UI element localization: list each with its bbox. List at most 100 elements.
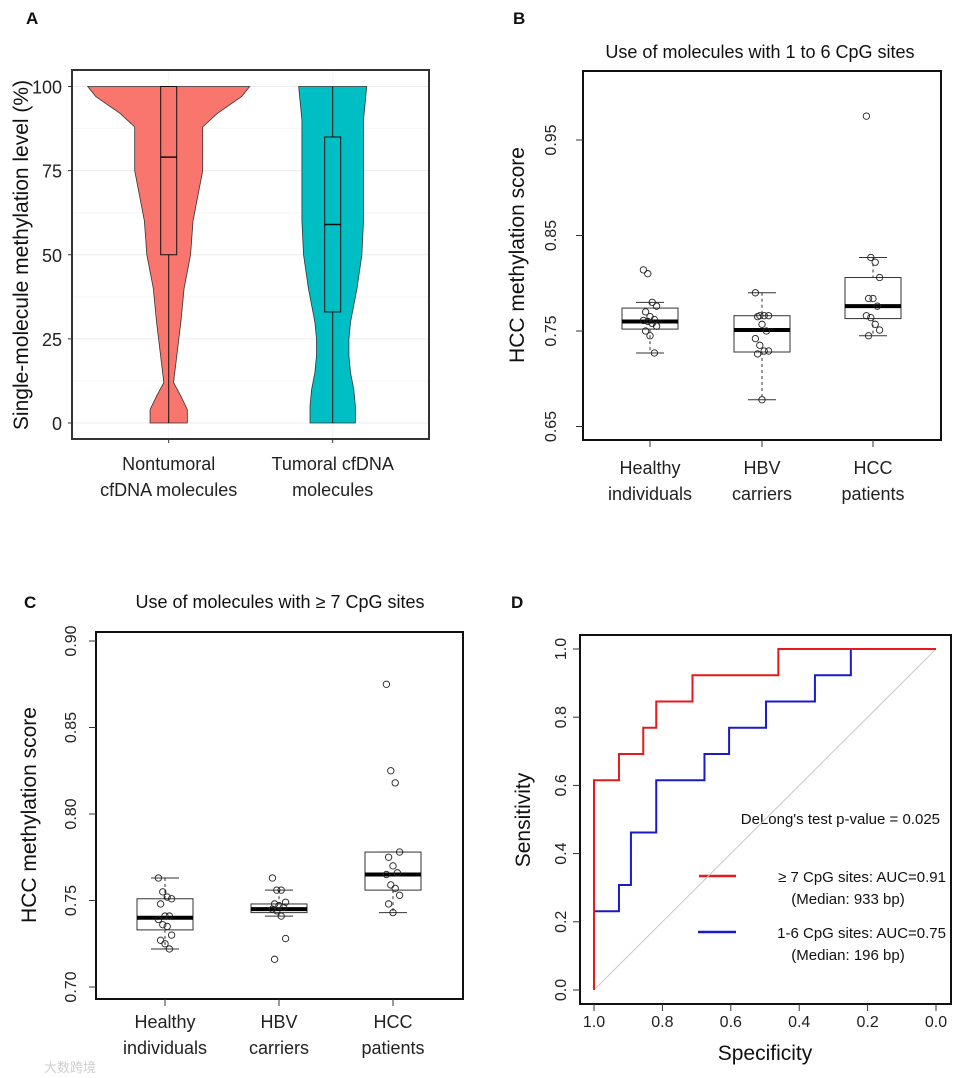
box <box>136 898 194 931</box>
data-point <box>167 895 176 903</box>
data-point <box>387 767 395 775</box>
y-tick-label: 0.0 <box>553 979 570 1001</box>
y-tick-label: 75 <box>42 162 62 182</box>
data-point <box>864 294 873 303</box>
data-point <box>165 945 174 953</box>
plot-frame <box>95 631 464 1000</box>
data-point <box>387 881 395 889</box>
data-point <box>652 302 661 310</box>
legend-label-7cpg: ≥ 7 CpG sites: AUC=0.91 <box>778 869 946 886</box>
plot-frame <box>71 69 430 440</box>
y-tick-label: 0.75 <box>63 885 80 916</box>
data-point <box>270 955 279 963</box>
data-point <box>871 320 879 328</box>
x-tick-label: 0.0 <box>925 1014 947 1031</box>
data-point <box>873 302 882 310</box>
y-tick-label: 1.0 <box>553 638 570 660</box>
y-tick-label: 0.95 <box>543 124 560 155</box>
delong-annotation: DeLong's test p-value = 0.025 <box>741 811 940 828</box>
y-tick-label: 0.85 <box>63 712 80 743</box>
data-point <box>644 270 652 278</box>
data-point <box>391 884 399 893</box>
x-tick-label: HCC <box>854 458 893 478</box>
panel-b-ylabel: HCC methylation score <box>506 147 529 363</box>
x-tick-label: HBV <box>743 458 780 478</box>
roc-curve-7cpg <box>593 648 936 990</box>
data-point <box>279 903 288 912</box>
data-point <box>393 869 402 877</box>
data-point <box>161 940 169 948</box>
data-point <box>875 273 884 282</box>
panel-a-ylabel: Single-molecule methylation level (%) <box>10 80 33 430</box>
data-point <box>641 327 650 335</box>
x-tick-label: Tumoral cfDNA <box>272 454 394 474</box>
y-tick-label: 0.6 <box>553 774 570 796</box>
watermark: 大数跨境 <box>44 1060 96 1075</box>
data-point <box>389 862 397 870</box>
panel-label-a: A <box>26 9 38 28</box>
data-point <box>281 934 290 943</box>
y-tick-label: 0 <box>52 414 62 434</box>
data-point <box>384 853 393 861</box>
data-point <box>871 258 879 266</box>
data-point <box>156 936 165 944</box>
box <box>733 315 791 353</box>
x-tick-label: Nontumoral <box>122 454 215 474</box>
data-point <box>758 396 766 404</box>
y-tick-label: 0.8 <box>553 706 570 728</box>
data-point <box>862 312 871 320</box>
data-point <box>391 779 399 787</box>
data-point <box>163 922 171 931</box>
data-point <box>159 888 167 896</box>
x-tick-label: molecules <box>292 480 373 500</box>
y-tick-label: 100 <box>32 78 62 98</box>
x-tick-label: HBV <box>260 1012 297 1032</box>
x-tick-label: 0.4 <box>788 1014 810 1031</box>
box <box>160 86 178 256</box>
panel-c-ylabel: HCC methylation score <box>18 707 41 923</box>
data-point <box>639 316 648 325</box>
data-point <box>165 912 174 920</box>
data-point <box>277 912 285 920</box>
data-point <box>648 298 656 306</box>
panel-d-xlabel: Specificity <box>718 1042 813 1065</box>
panel-label-c: C <box>24 593 36 612</box>
data-point <box>864 332 873 340</box>
y-tick-label: 25 <box>42 330 62 350</box>
data-point <box>875 326 884 334</box>
y-tick-label: 0.2 <box>553 911 570 933</box>
panel-b-title: Use of molecules with 1 to 6 CpG sites <box>605 42 914 62</box>
data-point <box>758 320 766 328</box>
y-tick-label: 0.65 <box>543 411 560 442</box>
roc-curve-1-6cpg <box>593 648 936 990</box>
data-point <box>862 112 871 120</box>
data-point <box>268 905 277 913</box>
data-point <box>753 350 762 358</box>
legend-sub-7cpg: (Median: 933 bp) <box>791 891 904 908</box>
data-point <box>764 312 773 320</box>
data-point <box>760 347 768 355</box>
data-point <box>751 289 760 297</box>
legend-label-1-6cpg: 1-6 CpG sites: AUC=0.75 <box>777 925 946 942</box>
panel-c-title: Use of molecules with ≥ 7 CpG sites <box>136 592 425 612</box>
data-point <box>167 931 176 939</box>
x-tick-label: 0.2 <box>856 1014 878 1031</box>
diagonal-reference <box>593 648 937 991</box>
data-point <box>867 313 875 322</box>
data-point <box>395 891 404 899</box>
data-point <box>161 912 169 920</box>
y-tick-label: 0.4 <box>553 842 570 864</box>
x-tick-label: carriers <box>249 1038 309 1058</box>
data-point <box>382 870 391 879</box>
data-point <box>163 893 171 901</box>
plot-frame <box>579 634 952 1005</box>
data-point <box>764 347 773 355</box>
legend-sub-1-6cpg: (Median: 196 bp) <box>791 947 904 964</box>
x-tick-label: cfDNA molecules <box>100 480 237 500</box>
panel-label-d: D <box>511 593 523 612</box>
x-tick-label: patients <box>841 484 904 504</box>
x-tick-label: patients <box>361 1038 424 1058</box>
x-tick-label: individuals <box>608 484 692 504</box>
data-point <box>646 332 654 340</box>
